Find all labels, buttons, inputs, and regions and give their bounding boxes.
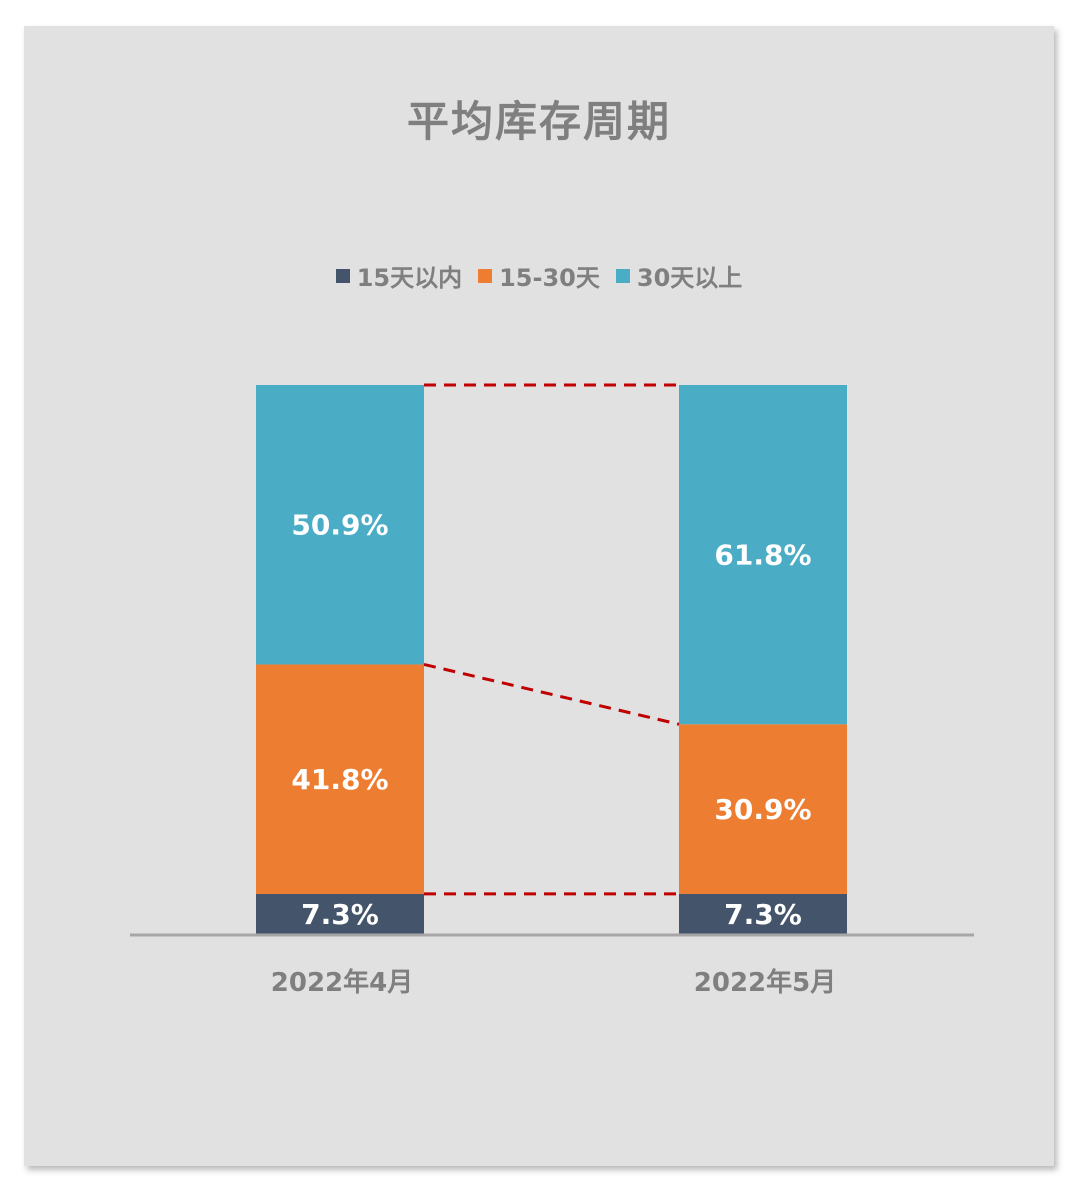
legend-label-under-15: 15天以内 [356, 264, 463, 292]
data-label-3-1: 50.9% [291, 509, 388, 542]
legend-swatch-over-30 [615, 268, 630, 283]
data-label-1-2: 7.3% [724, 898, 802, 931]
legend-swatch-15-30 [478, 268, 493, 283]
bar-segment-2-2 [679, 724, 847, 894]
bar-segment-3-2 [679, 385, 847, 725]
series-line-2 [423, 662, 680, 726]
category-label-1: 2022年4月 [271, 967, 413, 998]
chart-plot: 7.3% 41.8% 50.9% 2022年4月 7.3% 30.9% 61.8% 2022年… [130, 383, 974, 998]
legend-item-15-30: 15-30天 [478, 258, 600, 293]
bar-segment-2-1 [256, 664, 424, 894]
data-label-3-2: 61.8% [714, 539, 811, 572]
data-label-2-1: 41.8% [291, 763, 388, 796]
data-label-2-2: 30.9% [714, 793, 811, 826]
chart-title: 平均库存周期 [406, 97, 671, 146]
chart-card: 平均库存周期 15天以内 15-30天 30天以上 7.3% 41.8% 50.9%… [24, 26, 1054, 1166]
legend-label-over-30: 30天以上 [636, 264, 743, 292]
data-label-1-1: 7.3% [301, 898, 379, 931]
chart-legend: 15天以内 15-30天 30天以上 [24, 258, 1054, 293]
category-label-2: 2022年5月 [694, 967, 836, 998]
legend-swatch-under-15 [335, 268, 350, 283]
legend-item-over-30: 30天以上 [615, 258, 743, 293]
legend-label-15-30: 15-30天 [499, 264, 600, 292]
legend-item-under-15: 15天以内 [335, 258, 463, 293]
bar-segment-1-1 [256, 893, 424, 934]
bar-segment-1-2 [679, 893, 847, 934]
bar-segment-3-1 [256, 385, 424, 665]
